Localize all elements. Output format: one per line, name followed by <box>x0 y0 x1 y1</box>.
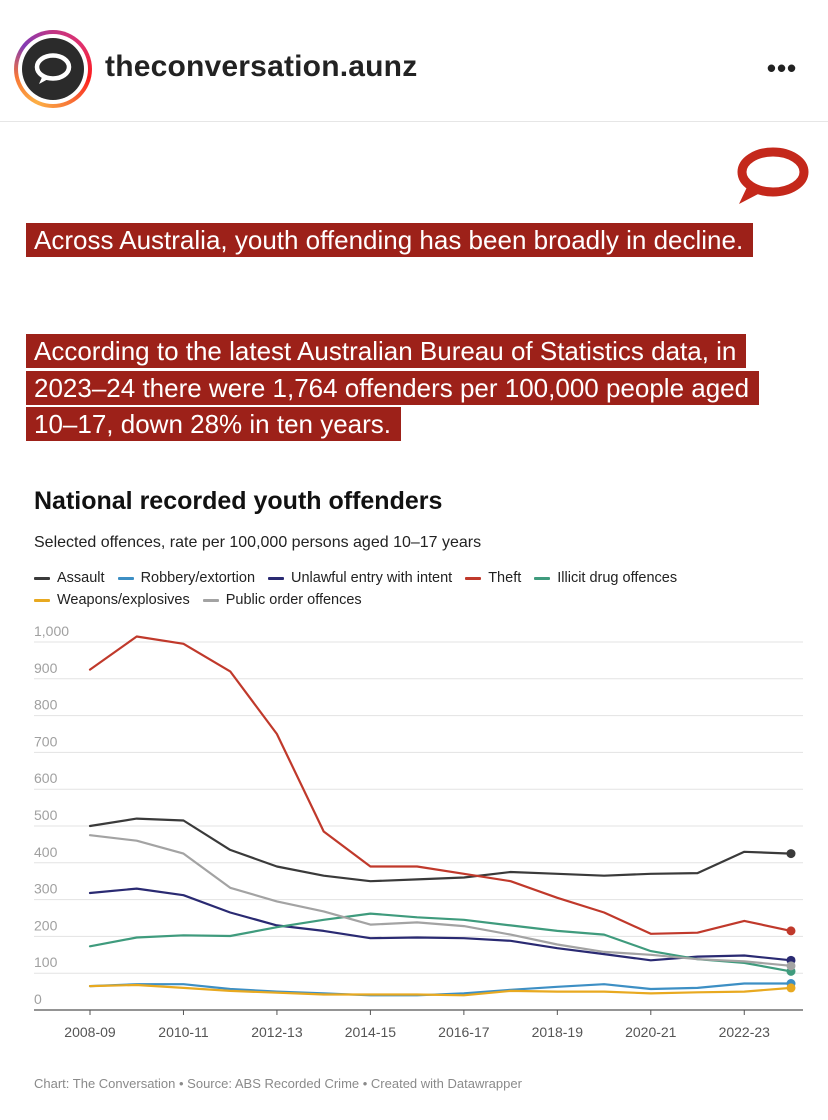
headline-1: Across Australia, youth offending has be… <box>26 223 754 257</box>
legend-item-public-order: Public order offences <box>202 591 362 610</box>
chart-subtitle: Selected offences, rate per 100,000 pers… <box>34 534 482 551</box>
x-tick-label: 2016-17 <box>438 1024 490 1040</box>
legend-swatch <box>117 577 134 580</box>
legend-label: Unlawful entry with intent <box>291 570 453 586</box>
conversation-logo-icon <box>737 147 809 204</box>
legend-swatch <box>465 577 482 580</box>
x-tick-label: 2018-19 <box>532 1024 584 1040</box>
y-tick-label: 600 <box>34 770 58 786</box>
chart-legend: Assault Robbery/extortion Unlawful entry… <box>34 569 794 610</box>
y-tick-label: 400 <box>34 844 58 860</box>
y-tick-label: 800 <box>34 697 58 713</box>
y-tick-label: 300 <box>34 881 58 897</box>
line-chart: 1,000 900 800 700 600 500 400 300 200 100 0 2008-09… <box>34 623 803 1040</box>
series-endpoint-assault <box>786 849 796 859</box>
speech-bubble-icon <box>34 53 72 84</box>
headline-block-1: Across Australia, youth offending has be… <box>26 222 786 259</box>
x-tick-label: 2010-11 <box>158 1024 209 1040</box>
headline-2: According to the latest Australian Burea… <box>26 334 760 441</box>
y-tick-label: 500 <box>34 807 58 823</box>
series-line-weapons-explosives <box>88 983 793 997</box>
legend-swatch <box>34 599 50 602</box>
y-tick-label: 0 <box>34 991 42 1007</box>
y-tick-label: 100 <box>34 954 58 970</box>
series-line-unlawful-entry-with-intent <box>88 887 793 962</box>
series-endpoint-theft <box>786 926 796 936</box>
legend-swatch <box>34 577 50 580</box>
x-tick-label: 2012-13 <box>251 1024 303 1040</box>
x-tick-label: 2020-21 <box>625 1024 677 1040</box>
legend-label: Theft <box>488 570 522 586</box>
legend-item-unlawful-entry: Unlawful entry with intent <box>268 569 452 588</box>
series-line-public-order-offences <box>88 834 793 967</box>
x-tick-label: 2008-09 <box>64 1024 116 1040</box>
legend-item-weapons: Weapons/explosives <box>34 591 190 610</box>
y-tick-label: 700 <box>34 733 58 749</box>
legend-label: Assault <box>57 570 105 586</box>
avatar[interactable] <box>14 30 92 108</box>
more-options-button[interactable]: ••• <box>766 53 798 83</box>
account-name[interactable]: theconversation.aunz <box>105 50 418 83</box>
x-tick-label: 2022-23 <box>719 1024 771 1040</box>
series-line-assault <box>88 817 793 883</box>
legend-swatch <box>268 577 285 580</box>
headline-block-2: According to the latest Australian Burea… <box>26 333 786 443</box>
series-endpoint-weapons-explosives <box>786 983 796 993</box>
legend-label: Public order offences <box>225 592 362 608</box>
series-endpoint-public-order-offences <box>786 961 796 971</box>
legend-swatch <box>534 577 551 580</box>
series-line-theft <box>88 635 793 935</box>
legend-item-assault: Assault <box>34 569 105 588</box>
post-header: theconversation.aunz ••• <box>0 0 828 122</box>
legend-label: Illicit drug offences <box>557 570 678 586</box>
chart-title: National recorded youth offenders <box>34 487 443 515</box>
x-tick-label: 2014-15 <box>345 1024 397 1040</box>
legend-item-robbery: Robbery/extortion <box>117 569 256 588</box>
legend-swatch <box>202 599 219 602</box>
series-line-illicit-drug-offences <box>88 912 793 973</box>
chart-credit: Chart: The Conversation • Source: ABS Re… <box>34 1076 522 1091</box>
legend-label: Weapons/explosives <box>57 592 190 608</box>
y-tick-label: 200 <box>34 917 58 933</box>
y-tick-label: 1,000 <box>34 623 69 639</box>
y-tick-label: 900 <box>34 660 58 676</box>
legend-label: Robbery/extortion <box>140 570 256 586</box>
legend-item-drug: Illicit drug offences <box>534 569 677 588</box>
legend-item-theft: Theft <box>465 569 521 588</box>
